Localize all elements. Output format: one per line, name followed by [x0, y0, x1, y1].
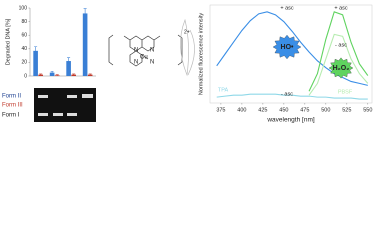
figure: N N N N Cu 2+ Form II Form III Form I De… [2, 4, 373, 124]
bar [49, 72, 55, 76]
y-tick-label: 40 [21, 46, 27, 52]
y-tick-label: 100 [19, 5, 28, 11]
annotation: PBSF [338, 89, 353, 95]
x-tick-label: 425 [258, 107, 267, 113]
badge [272, 34, 302, 60]
charge: 2+ [184, 29, 190, 35]
gel-bg [34, 88, 96, 122]
bands [38, 94, 93, 116]
bracket [108, 34, 183, 66]
bar [66, 61, 71, 76]
error-bar [67, 57, 71, 65]
x-tick-label: 400 [237, 107, 246, 113]
gel-label: Form II [2, 94, 21, 100]
y-axis-label: Normalized fluorescence intensity [198, 13, 204, 95]
gel-label: Form III [2, 103, 23, 109]
annotation: H₂O₂ [333, 65, 350, 72]
y-tick-label: 80 [21, 19, 27, 25]
x-tick-label: 375 [216, 107, 225, 113]
error-bar [50, 70, 54, 74]
gel-label: Form I [2, 113, 20, 119]
line [308, 33, 369, 96]
annotation: HO• [281, 44, 295, 51]
atom: N [134, 48, 138, 54]
x-tick-label: 475 [300, 107, 309, 113]
bar [82, 13, 88, 77]
annotation: TPA [218, 87, 229, 93]
x-tick-label: 525 [342, 107, 351, 113]
structure [108, 18, 195, 77]
error-bar [83, 8, 87, 19]
annotation: - asc [335, 42, 347, 48]
x-tick-label: 550 [363, 107, 372, 113]
annotation: - asc [281, 91, 293, 97]
error-bar [55, 74, 59, 76]
metal: Cu [140, 55, 148, 61]
error-bar [72, 73, 76, 76]
annotation: + asc [334, 5, 348, 11]
badge [328, 57, 354, 79]
bar [33, 50, 38, 76]
annotation: + asc [280, 5, 294, 11]
y-axis-label: Degraded DNA [%] [5, 18, 11, 65]
error-bar [34, 46, 38, 55]
x-tick-label: 500 [321, 107, 330, 113]
error-bar [39, 73, 43, 76]
atom: N [150, 48, 154, 54]
leaf [180, 18, 195, 77]
y-tick-label: 0 [24, 73, 27, 79]
ligand [123, 35, 161, 67]
y-tick-label: 20 [21, 60, 27, 66]
x-tick-label: 450 [279, 107, 288, 113]
line [216, 93, 368, 100]
y-tick-label: 60 [21, 33, 27, 39]
line [216, 11, 368, 86]
atom: N [134, 60, 138, 66]
x-axis-label: wavelength [nm] [266, 117, 315, 124]
plot-frame [209, 4, 373, 104]
atom: N [150, 60, 154, 66]
gel: Form II Form III Form I [2, 88, 96, 122]
error-bar [88, 73, 92, 76]
line [308, 11, 369, 92]
